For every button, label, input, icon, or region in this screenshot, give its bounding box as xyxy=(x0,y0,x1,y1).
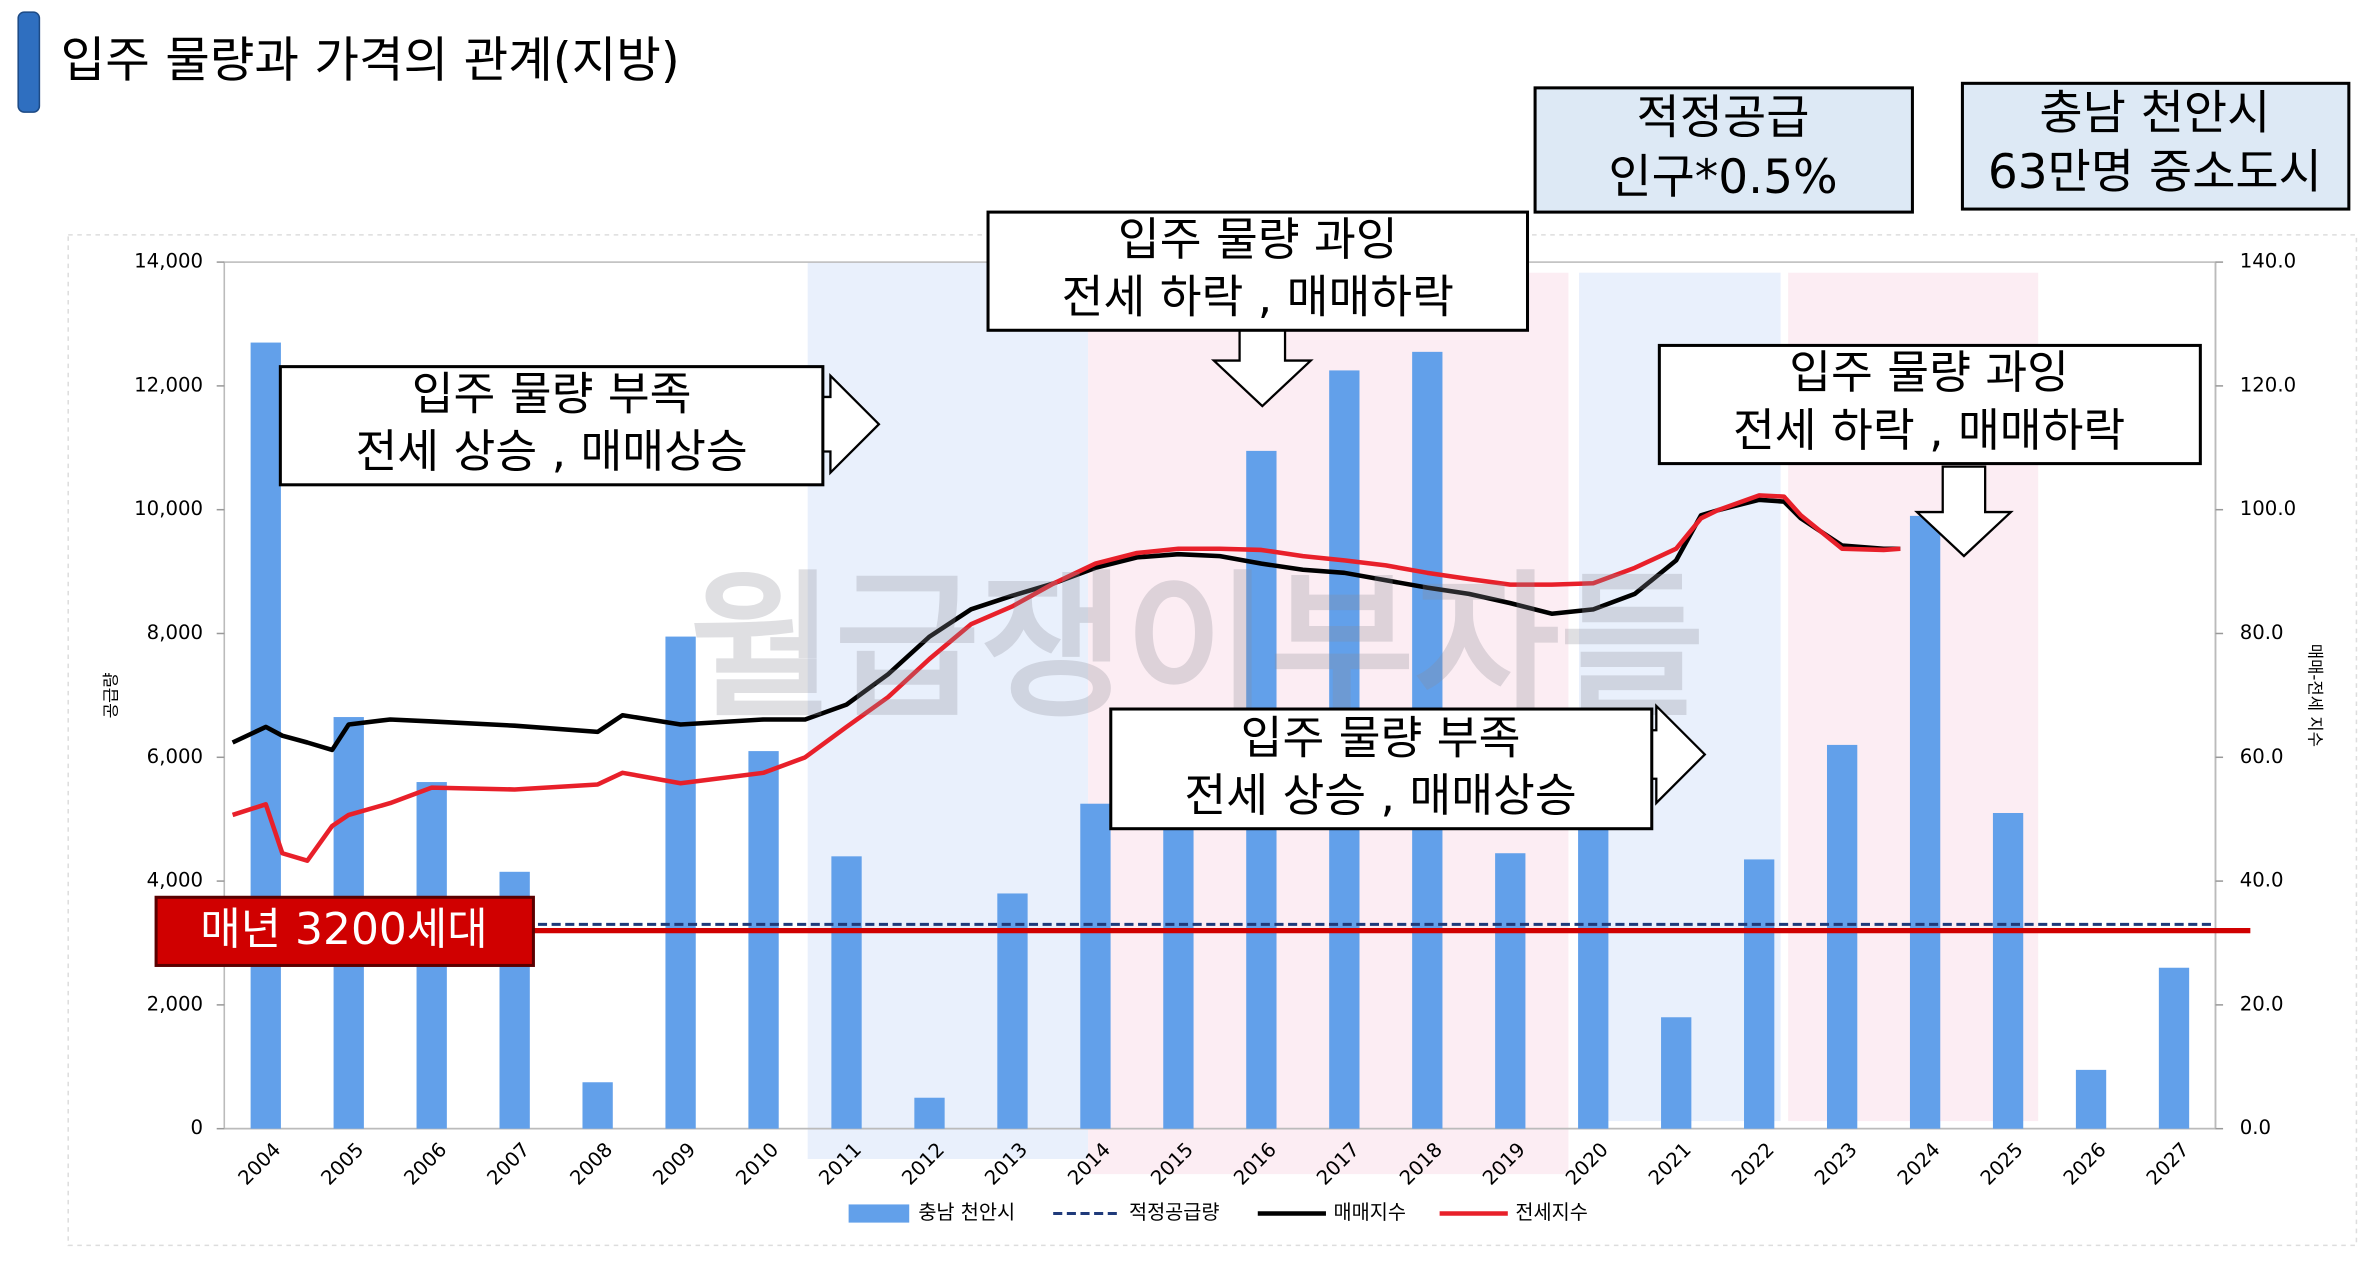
legend-swatch xyxy=(848,1204,910,1223)
bar xyxy=(1909,515,1941,1129)
info-text: 적정공급 xyxy=(1637,91,1810,146)
callout-text: 입주 물량 부족 xyxy=(1241,711,1521,764)
y-tick-label: 12,000 xyxy=(134,373,203,396)
callout-text: 입주 물량 부족 xyxy=(412,367,692,420)
bar xyxy=(665,636,696,1129)
index-line xyxy=(231,497,1901,753)
threshold-label: 매년 3200세대 xyxy=(200,904,488,955)
y-tick-label: 14,000 xyxy=(134,250,203,273)
y-tick-label: 2,000 xyxy=(147,992,203,1015)
info-box xyxy=(1960,81,2351,211)
y2-tick-label: 60.0 xyxy=(2240,745,2284,768)
info-text: 인구*0.5% xyxy=(1608,150,1837,205)
y-tick-label: 6,000 xyxy=(147,745,203,768)
callout-text: 입주 물량 과잉 xyxy=(1789,346,2069,399)
y-tick-label: 4,000 xyxy=(147,869,203,892)
callout-box xyxy=(986,210,1530,332)
y2-tick-label: 120.0 xyxy=(2240,373,2296,396)
bar xyxy=(2158,967,2190,1129)
y-tick-label: 0 xyxy=(191,1116,204,1139)
y2-tick-label: 100.0 xyxy=(2240,497,2296,520)
legend-label: 충남 천안시 xyxy=(918,1201,1015,1224)
bar xyxy=(1495,853,1526,1129)
bar xyxy=(1080,803,1111,1129)
y2-tick-label: 140.0 xyxy=(2240,250,2296,273)
info-text: 63만명 중소도시 xyxy=(1988,145,2322,200)
info-box xyxy=(1533,86,1914,214)
y2-tick-label: 40.0 xyxy=(2240,869,2284,892)
chart-frame xyxy=(67,234,2358,1247)
bar xyxy=(914,1097,945,1129)
bar xyxy=(1826,744,1858,1129)
bar xyxy=(582,1082,613,1129)
callout-text: 전세 하락 , 매매하락 xyxy=(1733,404,2125,457)
y2-axis-title: 매매-전세 지수 xyxy=(2305,644,2324,747)
bar xyxy=(250,342,281,1129)
bar xyxy=(1661,1017,1692,1129)
bar xyxy=(1163,800,1194,1129)
bar xyxy=(1744,859,1775,1129)
callout-box xyxy=(278,365,825,487)
callout-text: 입주 물량 과잉 xyxy=(1118,213,1398,266)
bar xyxy=(831,856,862,1129)
callout-box xyxy=(1109,707,1654,831)
y-tick-label: 10,000 xyxy=(134,497,203,520)
y2-tick-label: 80.0 xyxy=(2240,621,2284,644)
legend-label: 전세지수 xyxy=(1515,1201,1587,1224)
y-axis-title: 공급량 xyxy=(102,672,121,718)
legend-label: 적정공급량 xyxy=(1129,1201,1220,1224)
bar xyxy=(2075,1069,2107,1129)
callout-box xyxy=(1657,343,2202,466)
bar xyxy=(1578,800,1609,1129)
index-line xyxy=(231,493,1901,863)
callout-text: 전세 상승 , 매매상승 xyxy=(1184,769,1576,822)
bar xyxy=(1992,812,2024,1129)
callout-text: 전세 하락 , 매매하락 xyxy=(1062,270,1454,323)
slide-title: 입주 물량과 가격의 관계(지방) xyxy=(61,33,680,89)
arrow xyxy=(1914,465,2014,558)
callout-text: 전세 상승 , 매매상승 xyxy=(355,425,747,478)
title-accent xyxy=(17,11,41,113)
threshold-label-box xyxy=(154,895,535,967)
info-text: 충남 천안시 xyxy=(2039,86,2270,141)
y-tick-label: 8,000 xyxy=(147,621,203,644)
bar xyxy=(748,751,779,1129)
y2-tick-label: 20.0 xyxy=(2240,992,2284,1015)
y2-tick-label: 0.0 xyxy=(2240,1116,2271,1139)
legend-label: 매매지수 xyxy=(1334,1201,1406,1224)
